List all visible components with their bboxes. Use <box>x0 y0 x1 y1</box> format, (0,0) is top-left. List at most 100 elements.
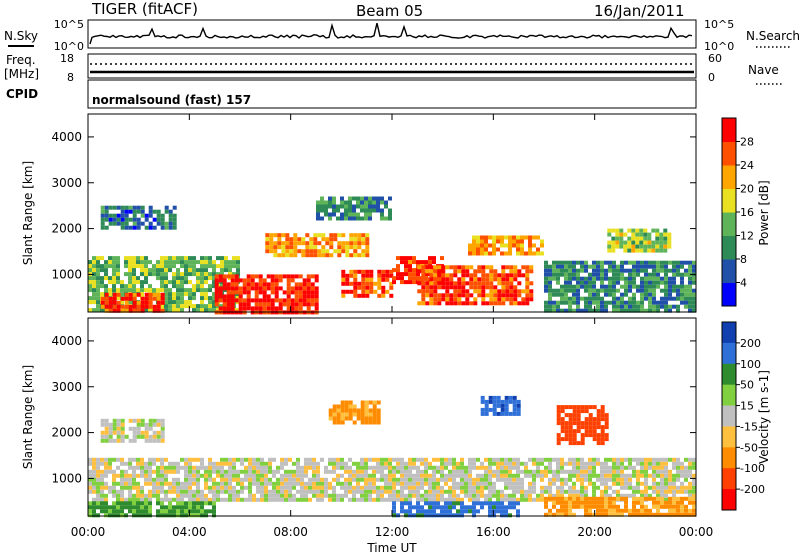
heatmap-cell <box>325 253 330 258</box>
heatmap-cell <box>688 493 692 498</box>
heatmap-cell <box>469 293 474 298</box>
heatmap-cell <box>656 457 660 462</box>
heatmap-cell <box>348 477 352 482</box>
heatmap-cell <box>168 268 172 273</box>
heatmap-cell <box>100 473 104 478</box>
heatmap-cell <box>628 485 632 490</box>
heatmap-cell <box>680 485 684 490</box>
heatmap-cell <box>688 469 692 474</box>
heatmap-cell <box>544 264 548 269</box>
heatmap-cell <box>300 485 304 490</box>
heatmap-cell <box>509 293 514 298</box>
heatmap-cell <box>216 473 220 478</box>
heatmap-cell <box>676 496 680 501</box>
heatmap-cell <box>663 232 668 237</box>
heatmap-cell <box>108 280 112 285</box>
heatmap-cell <box>168 292 172 297</box>
heatmap-cell <box>372 465 376 470</box>
heatmap-cell <box>224 489 228 494</box>
heatmap-cell <box>208 489 212 494</box>
heatmap-cell <box>140 422 145 427</box>
heatmap-cell <box>616 489 620 494</box>
heatmap-cell <box>428 505 432 510</box>
heatmap-cell <box>156 422 161 427</box>
heatmap-cell <box>344 416 349 421</box>
heatmap-cell <box>664 497 668 502</box>
heatmap-cell <box>380 208 384 213</box>
heatmap-cell <box>616 276 620 281</box>
heatmap-cell <box>461 293 466 298</box>
heatmap-cell <box>254 282 259 287</box>
heatmap-cell <box>376 196 380 201</box>
heatmap-cell <box>437 285 442 290</box>
heatmap-cell <box>544 304 548 309</box>
heatmap-cell <box>274 282 279 287</box>
heatmap-cell <box>461 269 466 274</box>
heatmap-cell <box>516 465 520 470</box>
heatmap-cell <box>628 461 632 466</box>
heatmap-cell <box>176 505 180 510</box>
heatmap-cell <box>639 240 644 245</box>
heatmap-cell <box>644 508 648 513</box>
heatmap-cell <box>124 477 128 482</box>
heatmap-cell <box>484 243 488 248</box>
heatmap-cell <box>624 485 628 490</box>
heatmap-cell <box>192 465 196 470</box>
heatmap-cell <box>540 493 544 498</box>
heatmap-cell <box>508 469 512 474</box>
heatmap-cell <box>332 196 336 201</box>
heatmap-cell <box>604 288 608 293</box>
heatmap-cell <box>100 461 104 466</box>
heatmap-cell <box>168 509 172 514</box>
heatmap-cell <box>532 481 536 486</box>
heatmap-cell <box>208 509 212 514</box>
heatmap-cell <box>676 512 680 517</box>
heatmap-cell <box>116 221 121 226</box>
heatmap-cell <box>500 469 504 474</box>
heatmap-cell <box>340 465 344 470</box>
heatmap-cell <box>628 512 632 517</box>
heatmap-cell <box>441 293 446 298</box>
heatmap-cell <box>481 281 486 286</box>
heatmap-cell <box>148 477 152 482</box>
heatmap-cell <box>232 264 236 269</box>
heatmap-cell <box>152 209 157 214</box>
power-heatmap <box>88 196 696 315</box>
heatmap-cell <box>448 505 452 510</box>
heatmap-cell <box>652 485 656 490</box>
heatmap-cell <box>242 306 247 311</box>
heatmap-cell <box>648 457 652 462</box>
heatmap-cell <box>112 493 116 498</box>
heatmap-cell <box>668 276 672 281</box>
heatmap-cell <box>572 473 576 478</box>
heatmap-cell <box>632 508 636 513</box>
heatmap-cell <box>160 292 165 297</box>
heatmap-cell <box>636 473 640 478</box>
heatmap-cell <box>548 284 552 289</box>
heatmap-cell <box>356 212 360 217</box>
heatmap-cell <box>148 469 152 474</box>
heatmap-cell <box>172 509 176 514</box>
heatmap-cell <box>301 241 306 246</box>
heatmap-cell <box>568 288 572 293</box>
heatmap-cell <box>276 481 280 486</box>
heatmap-cell <box>320 457 324 462</box>
heatmap-cell <box>492 461 496 466</box>
heatmap-cell <box>385 289 390 294</box>
heatmap-cell <box>128 497 132 502</box>
heatmap-cell <box>644 272 648 277</box>
heatmap-cell <box>532 489 536 494</box>
heatmap-cell <box>216 461 220 466</box>
heatmap-cell <box>488 493 492 498</box>
heatmap-cell <box>636 489 640 494</box>
heatmap-cell <box>588 264 592 269</box>
heatmap-cell <box>433 293 438 298</box>
heatmap-cell <box>124 213 129 218</box>
heatmap-cell <box>476 497 480 502</box>
heatmap-cell <box>380 465 384 470</box>
heatmap-cell <box>536 497 540 502</box>
heatmap-cell <box>604 469 608 474</box>
heatmap-cell <box>116 256 120 261</box>
heatmap-cell <box>656 493 660 498</box>
heatmap-cell <box>667 244 672 249</box>
